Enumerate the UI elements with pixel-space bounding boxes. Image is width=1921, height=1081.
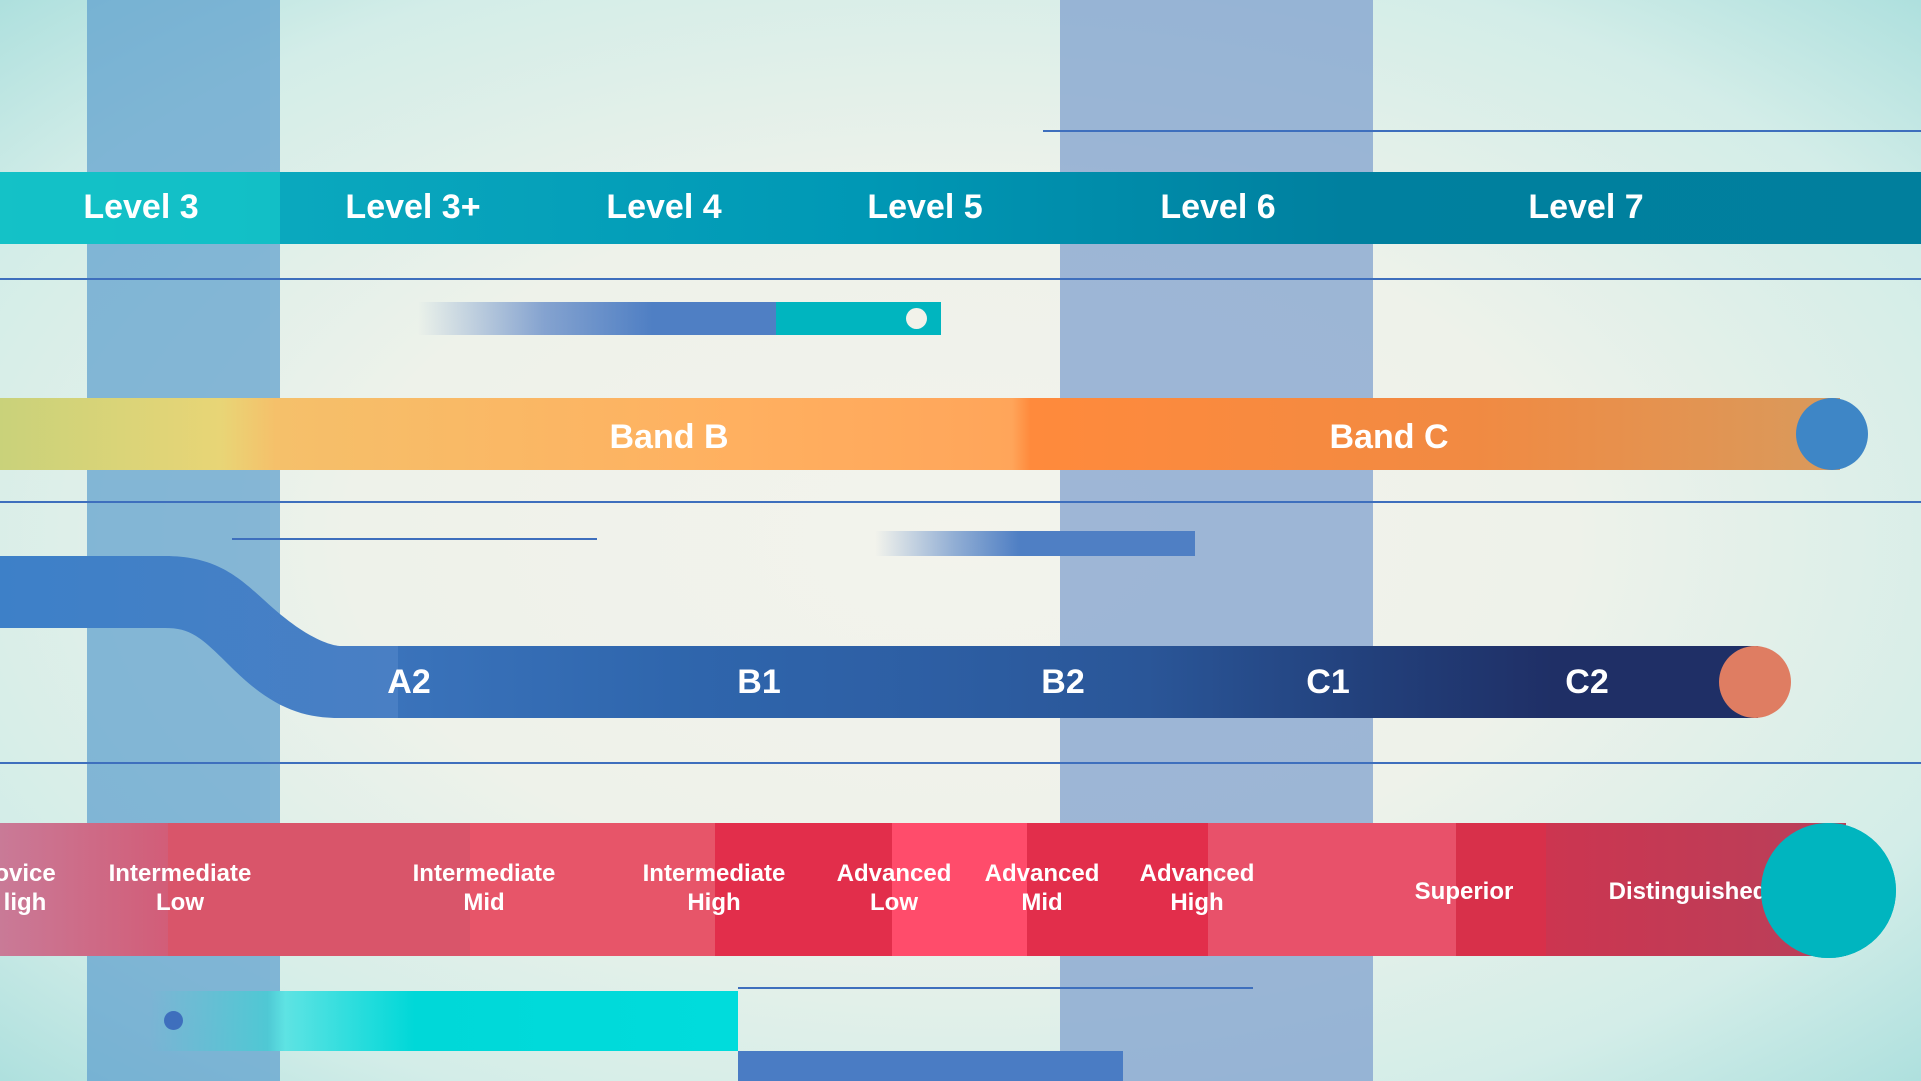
rating-segment [1027,823,1208,956]
level-label: Level 3 [83,188,199,226]
rating-segment [470,823,715,956]
rating-label: Intermediate High [642,860,786,916]
rating-segment [0,823,168,956]
cefr-label: B2 [1041,663,1085,701]
rating-segment [1456,823,1546,956]
rating-label: Distinguished [1608,878,1768,905]
level-label: Level 5 [867,188,983,226]
cefr-label: B1 [737,663,781,701]
cefr-curve [0,556,420,718]
rating-label: Intermediate Mid [412,860,556,916]
divider-line-short [232,538,597,540]
rating-label: Superior [1414,878,1514,905]
cefr-bar [398,646,1758,718]
band-label: Band B [609,418,729,456]
cefr-bar-end-dot [1719,646,1791,718]
rating-segment [1208,823,1456,956]
cefr-label: A2 [387,663,431,701]
bottom-teal-bar [150,991,738,1051]
progress-dot [906,308,927,329]
band-bar-end-dot [1796,398,1868,470]
progress-bar-gradient [418,302,778,335]
bottom-dot [164,1011,183,1030]
cefr-label: C1 [1306,663,1350,701]
bottom-blue-bar [738,1051,1123,1081]
band-label: Band C [1329,418,1449,456]
divider-line-3 [0,762,1921,764]
divider-line-2 [0,501,1921,503]
level-label: Level 3+ [345,188,481,226]
band-bar [0,398,1840,470]
mid-progress-bar [875,531,1195,556]
rating-segment [715,823,892,956]
level3-segment [0,172,280,244]
rating-label: Intermediate Low [108,860,252,916]
level-label: Level 4 [606,188,722,226]
divider-line-top [1043,130,1921,132]
level-bar [0,172,1921,244]
rating-label: Advanced High [1139,860,1255,916]
level-label: Level 7 [1528,188,1644,226]
rating-bar-end-dot-overlay [1761,823,1896,958]
cefr-label: C2 [1565,663,1609,701]
level-label: Level 6 [1160,188,1276,226]
rating-segment [168,823,470,956]
rating-label: Advanced Low [836,860,952,916]
rating-label: Advanced Mid [984,860,1100,916]
rating-segment [892,823,1027,956]
rating-label: ovice ligh [0,860,56,916]
divider-line-bottom [738,987,1253,989]
divider-line-1 [0,278,1921,280]
